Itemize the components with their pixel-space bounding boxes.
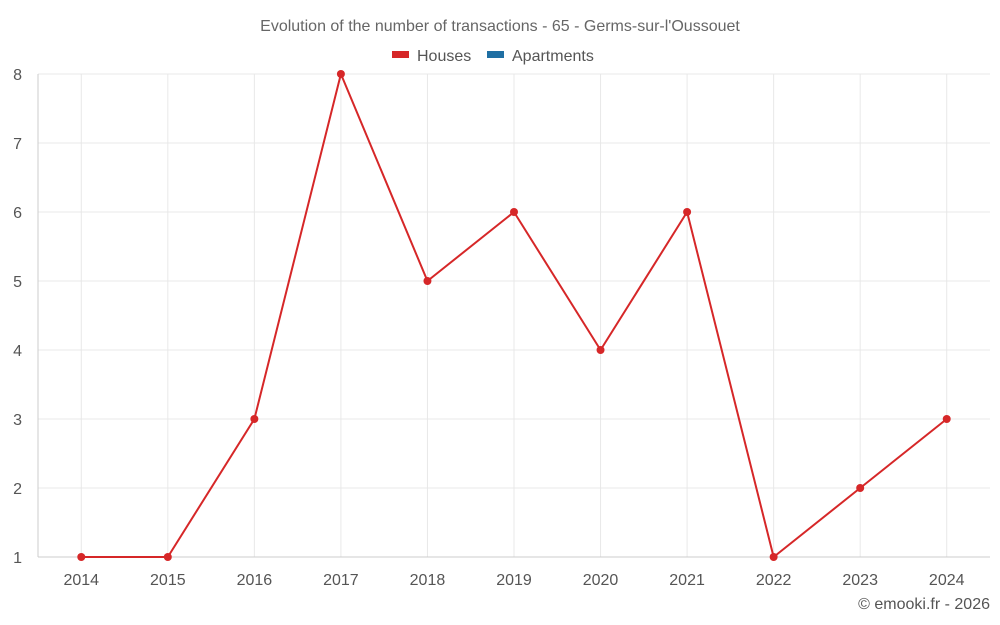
y-tick-label: 6 [13, 205, 22, 222]
credit-text: © emooki.fr - 2026 [858, 596, 990, 613]
data-point-houses[interactable] [336, 70, 345, 78]
y-tick-label: 2 [13, 481, 22, 498]
y-tick-label: 7 [13, 136, 22, 153]
y-tick-label: 3 [13, 412, 22, 429]
legend-label-houses[interactable]: Houses [417, 48, 471, 65]
x-tick-label: 2016 [237, 572, 273, 589]
x-tick-label: 2017 [323, 572, 359, 589]
y-tick-label: 1 [13, 550, 22, 567]
data-point-houses[interactable] [596, 346, 605, 354]
x-tick-label: 2023 [842, 572, 878, 589]
x-tick-label: 2019 [496, 572, 532, 589]
y-tick-label: 4 [13, 343, 22, 360]
x-tick-label: 2014 [63, 572, 99, 589]
chart-title: Evolution of the number of transactions … [260, 18, 740, 35]
data-point-houses[interactable] [683, 208, 692, 216]
x-tick-label: 2020 [583, 572, 619, 589]
legend-swatch-apartments [487, 51, 504, 58]
y-tick-label: 5 [13, 274, 22, 291]
legend: Houses Apartments [392, 48, 594, 65]
x-tick-label: 2022 [756, 572, 792, 589]
legend-swatch-houses [392, 51, 409, 58]
data-point-houses[interactable] [942, 415, 951, 423]
data-point-houses[interactable] [856, 484, 865, 492]
x-tick-label: 2018 [410, 572, 446, 589]
data-point-houses[interactable] [510, 208, 518, 216]
y-tick-label: 8 [13, 67, 22, 84]
grid [37, 73, 990, 558]
x-tick-label: 2015 [150, 572, 186, 589]
y-axis-ticks: 1 2 3 4 5 6 7 8 [13, 67, 22, 567]
legend-label-apartments[interactable]: Apartments [512, 48, 594, 65]
data-point-houses[interactable] [769, 553, 778, 561]
data-point-houses[interactable] [423, 277, 432, 285]
x-tick-label: 2024 [929, 572, 965, 589]
x-axis-ticks: 2014 2015 2016 2017 2018 2019 2020 2021 2022 2023… [63, 572, 964, 589]
data-point-houses[interactable] [250, 415, 259, 423]
x-tick-label: 2021 [669, 572, 705, 589]
data-point-houses[interactable] [77, 553, 86, 561]
series-layer [77, 70, 951, 561]
data-point-houses[interactable] [163, 553, 172, 561]
